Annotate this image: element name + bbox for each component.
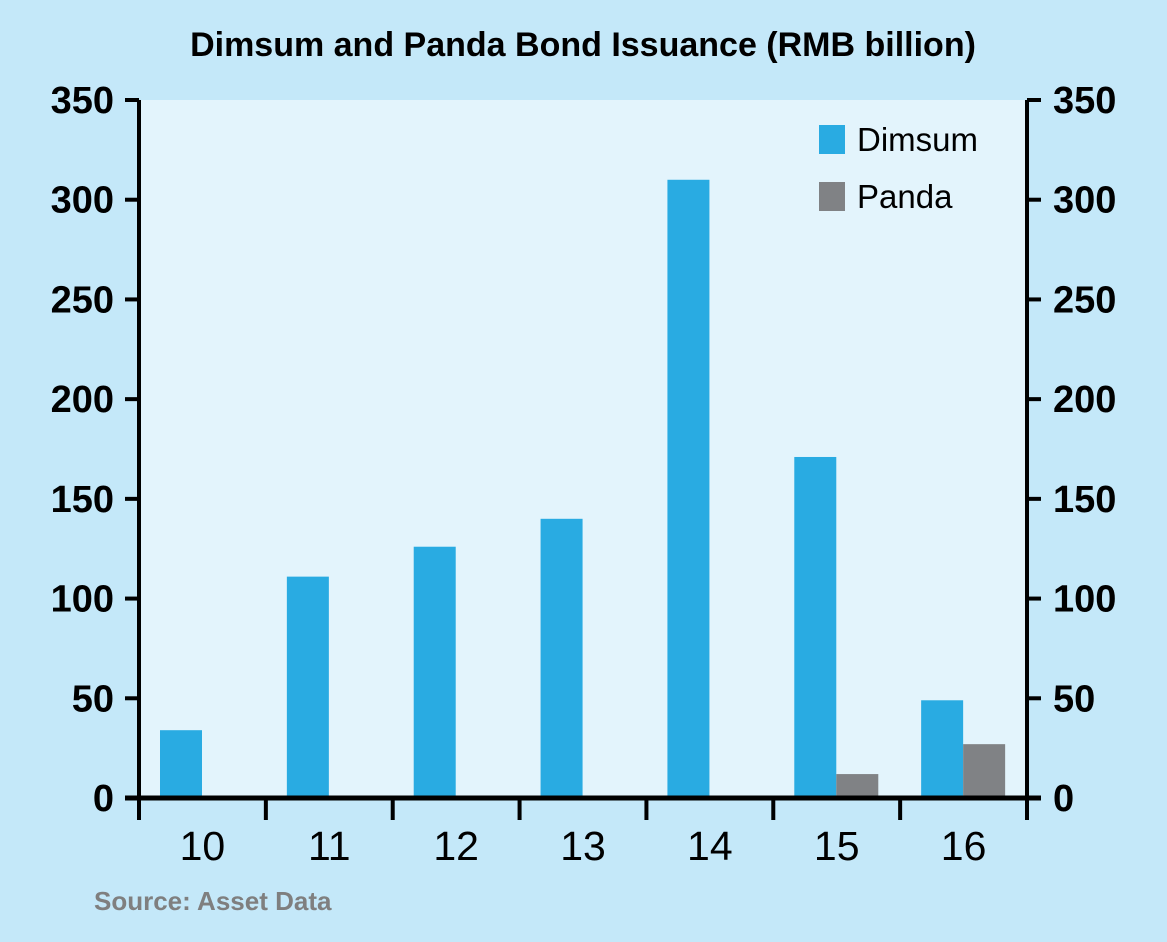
x-tick-label-10: 10	[180, 823, 226, 869]
bar-dimsum-15	[794, 456, 837, 798]
x-tick-label-12: 12	[433, 823, 479, 869]
legend: Dimsum Panda	[819, 121, 978, 215]
y-tick-label-left: 50	[72, 678, 114, 720]
bar-dimsum-11	[286, 576, 329, 798]
source-note: Source: Asset Data	[94, 886, 332, 916]
legend-label-panda: Panda	[857, 178, 953, 215]
y-tick-label-right: 250	[1053, 279, 1116, 321]
bars	[160, 179, 1006, 798]
legend-label-dimsum: Dimsum	[857, 121, 978, 158]
y-tick-label-left: 350	[51, 80, 114, 122]
bar-dimsum-16	[921, 700, 964, 798]
y-tick-label-right: 0	[1053, 778, 1074, 820]
x-tick-label-16: 16	[941, 823, 987, 869]
bar-panda-16	[963, 744, 1006, 798]
bar-dimsum-10	[160, 730, 202, 798]
y-tick-label-right: 50	[1053, 678, 1095, 720]
y-tick-label-right: 100	[1053, 579, 1116, 621]
y-tick-label-left: 100	[51, 579, 114, 621]
x-tick-label-11: 11	[308, 823, 351, 869]
bar-dimsum-12	[413, 546, 456, 798]
bar-dimsum-13	[540, 518, 583, 798]
axes: 0 0 50 50 100 100 150 150 200 200 250 250 300 300 350 3…	[51, 80, 1117, 869]
legend-swatch-panda	[819, 182, 845, 211]
y-tick-label-right: 150	[1053, 479, 1116, 521]
y-tick-label-left: 300	[51, 180, 114, 222]
bar-dimsum-14	[667, 179, 710, 798]
legend-swatch-dimsum	[819, 125, 845, 154]
x-tick-label-15: 15	[814, 823, 860, 869]
y-tick-label-left: 200	[51, 379, 114, 421]
x-tick-label-13: 13	[560, 823, 606, 869]
y-tick-label-left: 250	[51, 279, 114, 321]
chart-title: Dimsum and Panda Bond Issuance (RMB bill…	[190, 26, 976, 64]
y-tick-label-left: 0	[93, 778, 114, 820]
x-tick-label-14: 14	[687, 823, 733, 869]
y-tick-label-right: 300	[1053, 180, 1116, 222]
bar-panda-15	[836, 774, 879, 798]
y-tick-label-right: 350	[1053, 80, 1116, 122]
y-tick-label-left: 150	[51, 479, 114, 521]
y-tick-label-right: 200	[1053, 379, 1116, 421]
